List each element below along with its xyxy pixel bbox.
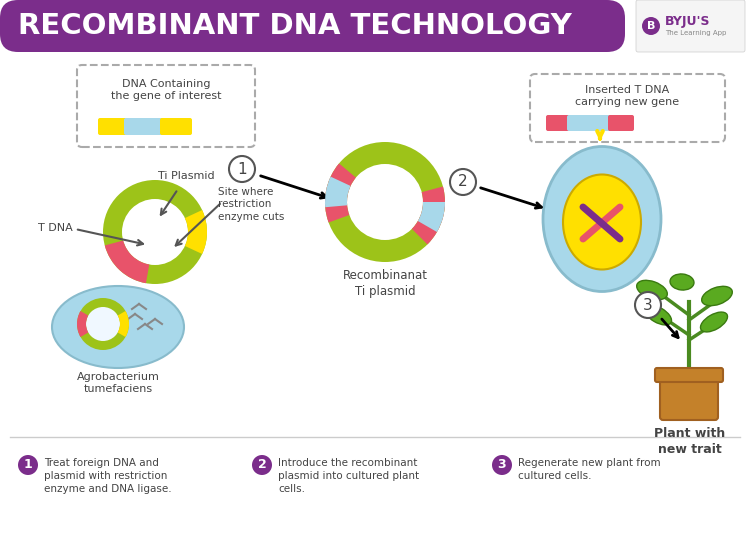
Circle shape [450, 169, 476, 195]
Ellipse shape [670, 274, 694, 290]
Text: Regenerate new plant from
cultured cells.: Regenerate new plant from cultured cells… [518, 458, 661, 481]
Circle shape [229, 156, 255, 182]
Circle shape [252, 455, 272, 475]
Text: Ti Plasmid: Ti Plasmid [158, 171, 214, 181]
Ellipse shape [644, 305, 671, 325]
Text: The Learning App: The Learning App [665, 30, 726, 36]
Text: 2: 2 [258, 459, 266, 471]
Wedge shape [412, 186, 445, 244]
Text: T DNA: T DNA [38, 223, 73, 233]
Text: 3: 3 [643, 297, 652, 313]
Ellipse shape [563, 175, 641, 270]
Text: Recombinanat
Ti plasmid: Recombinanat Ti plasmid [343, 269, 427, 298]
Circle shape [635, 292, 661, 318]
Ellipse shape [543, 147, 661, 292]
Text: Agrobacterium
tumefaciens: Agrobacterium tumefaciens [76, 372, 160, 394]
Circle shape [492, 455, 512, 475]
Circle shape [103, 180, 207, 284]
Text: Inserted T DNA
carrying new gene: Inserted T DNA carrying new gene [575, 85, 679, 107]
Text: Plant with
new trait: Plant with new trait [654, 427, 725, 456]
Text: 1: 1 [237, 162, 247, 177]
Text: Treat foreign DNA and
plasmid with restriction
enzyme and DNA ligase.: Treat foreign DNA and plasmid with restr… [44, 458, 172, 495]
Wedge shape [325, 177, 350, 207]
Text: DNA Containing
the gene of interest: DNA Containing the gene of interest [111, 79, 221, 101]
Circle shape [86, 307, 120, 341]
Wedge shape [185, 210, 207, 254]
Text: RECOMBINANT DNA TECHNOLOGY: RECOMBINANT DNA TECHNOLOGY [18, 12, 572, 40]
Wedge shape [325, 163, 356, 222]
FancyBboxPatch shape [0, 0, 625, 52]
Wedge shape [118, 311, 129, 337]
FancyBboxPatch shape [98, 118, 130, 135]
Text: B: B [646, 21, 656, 31]
FancyBboxPatch shape [124, 118, 166, 135]
FancyBboxPatch shape [77, 65, 255, 147]
Text: 1: 1 [24, 459, 32, 471]
Wedge shape [105, 241, 149, 283]
Circle shape [18, 455, 38, 475]
Wedge shape [418, 202, 445, 232]
Wedge shape [77, 311, 88, 337]
Circle shape [325, 142, 445, 262]
FancyBboxPatch shape [546, 115, 572, 131]
Text: 3: 3 [498, 459, 506, 471]
Circle shape [77, 298, 129, 350]
Ellipse shape [125, 207, 185, 257]
FancyBboxPatch shape [567, 115, 613, 131]
Ellipse shape [351, 173, 419, 231]
Circle shape [347, 164, 423, 240]
Text: Site where
restriction
enzyme cuts: Site where restriction enzyme cuts [218, 187, 284, 222]
Circle shape [642, 17, 660, 35]
Text: BYJU'S: BYJU'S [665, 16, 710, 28]
Ellipse shape [700, 312, 727, 332]
FancyBboxPatch shape [608, 115, 634, 131]
Ellipse shape [52, 286, 184, 368]
FancyBboxPatch shape [160, 118, 192, 135]
Text: 2: 2 [458, 175, 468, 190]
Circle shape [122, 199, 188, 265]
Ellipse shape [702, 286, 732, 306]
FancyBboxPatch shape [636, 0, 745, 52]
FancyBboxPatch shape [530, 74, 725, 142]
Text: Introduce the recombinant
plasmid into cultured plant
cells.: Introduce the recombinant plasmid into c… [278, 458, 419, 495]
FancyBboxPatch shape [655, 368, 723, 382]
Ellipse shape [637, 280, 668, 300]
FancyBboxPatch shape [660, 374, 718, 420]
